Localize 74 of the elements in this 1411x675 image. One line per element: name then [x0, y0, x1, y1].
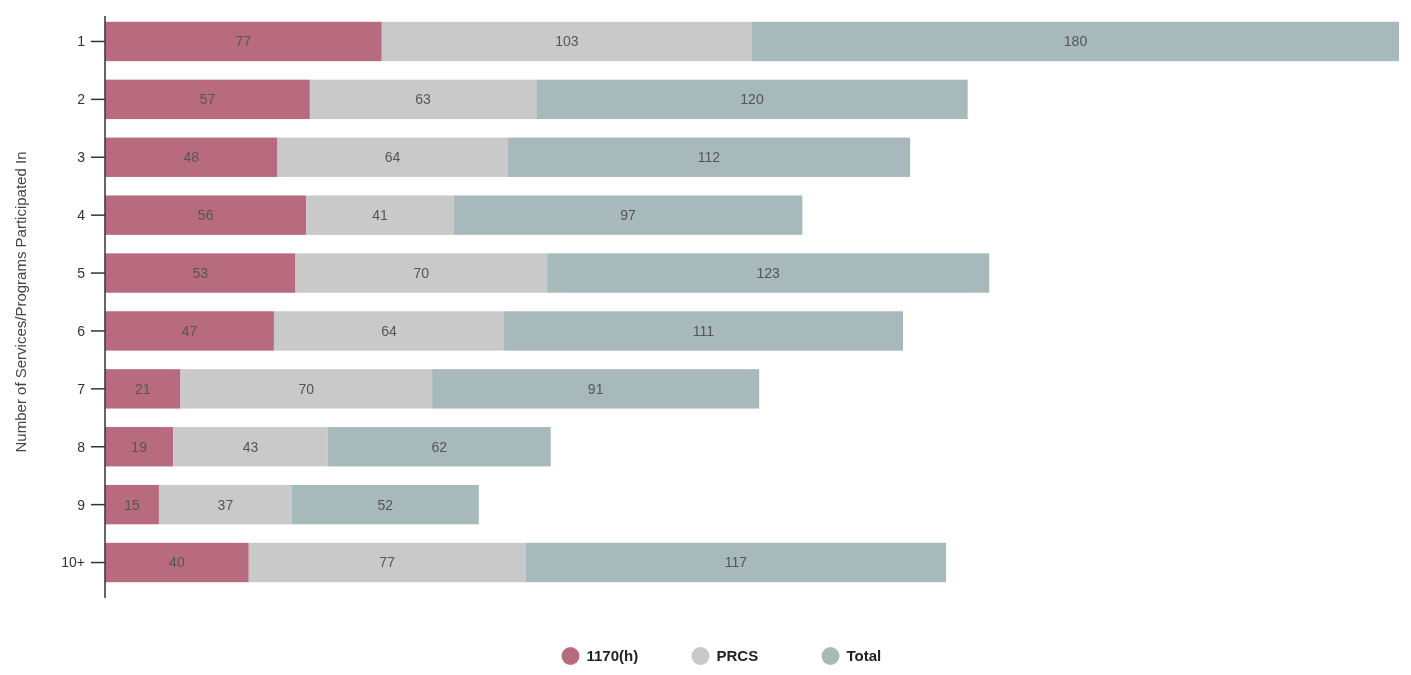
y-tick-label: 6: [77, 322, 86, 339]
bar: [105, 369, 181, 409]
bar: [105, 427, 174, 467]
bar: [173, 427, 328, 467]
data-label: 37: [217, 496, 234, 513]
data-label: 63: [415, 91, 432, 108]
bar: [547, 253, 990, 293]
bar: [327, 427, 551, 467]
data-label: 56: [197, 207, 214, 224]
data-label: 111: [692, 322, 715, 339]
bar: [248, 542, 526, 583]
data-label: 21: [134, 380, 151, 397]
data-label: 19: [131, 438, 148, 455]
bar: [507, 137, 911, 177]
data-label: 40: [169, 554, 185, 571]
data-label: 97: [620, 207, 636, 224]
data-label: 48: [183, 149, 200, 166]
data-label: 77: [379, 554, 396, 571]
bar: [105, 21, 382, 62]
y-tick-label: 7: [77, 380, 86, 397]
y-axis-title: Number of Services/Programs Participated In: [12, 151, 29, 453]
bar: [503, 311, 903, 351]
bar: [105, 195, 307, 235]
bar: [306, 195, 454, 235]
legend-label: PRCS: [716, 647, 759, 665]
bar: [291, 484, 479, 525]
bar: [105, 79, 310, 120]
bar: [158, 484, 292, 525]
bar: [277, 137, 508, 177]
data-label: 77: [235, 33, 252, 50]
y-tick-label: 3: [77, 149, 86, 166]
bar: [381, 21, 752, 62]
data-label: 117: [724, 554, 748, 571]
data-label: 64: [384, 149, 401, 166]
data-label: 52: [377, 496, 394, 513]
data-label: 120: [740, 91, 764, 108]
data-label: 180: [1063, 33, 1088, 50]
y-tick-label: 9: [77, 496, 86, 513]
bar: [105, 253, 296, 293]
y-tick-label: 4: [77, 207, 86, 224]
data-label: 70: [413, 264, 430, 281]
data-label: 103: [555, 33, 579, 50]
data-label: 41: [372, 207, 388, 224]
bar: [105, 542, 249, 583]
bar: [273, 311, 504, 351]
y-tick-label: 2: [77, 91, 86, 108]
data-label: 53: [192, 264, 209, 281]
data-label: 62: [431, 438, 448, 455]
bar: [105, 137, 278, 177]
y-tick-label: 8: [77, 438, 86, 455]
data-label: 91: [587, 380, 604, 397]
y-tick-label: 1: [77, 33, 86, 50]
bar: [105, 484, 159, 525]
data-label: 57: [199, 91, 216, 108]
bar: [180, 369, 433, 409]
bar: [525, 542, 947, 583]
legend-label: Total: [846, 647, 882, 665]
data-label: 15: [124, 496, 140, 513]
data-label: 70: [298, 380, 315, 397]
data-label: 47: [181, 322, 198, 339]
data-label: 112: [697, 149, 721, 166]
legend-label: 1170(h): [586, 647, 639, 665]
bar: [752, 21, 1399, 62]
data-label: 43: [242, 438, 259, 455]
bar: [105, 311, 274, 351]
bar: [536, 79, 968, 120]
y-tick-label: 10+: [61, 554, 85, 571]
bar: [453, 195, 803, 235]
bar: [295, 253, 548, 293]
data-label: 64: [381, 322, 397, 339]
y-tick-label: 5: [77, 264, 86, 281]
data-label: 123: [756, 264, 781, 281]
bar: [432, 369, 760, 409]
bar: [309, 79, 537, 120]
